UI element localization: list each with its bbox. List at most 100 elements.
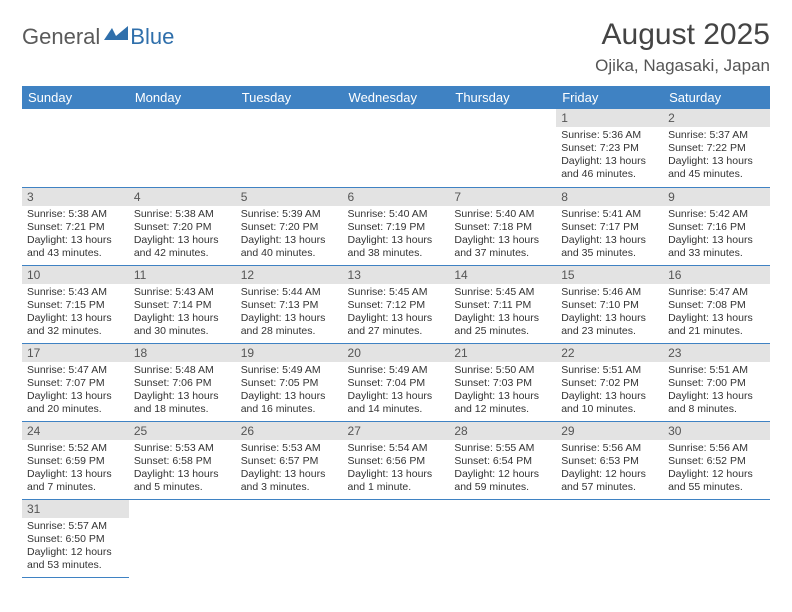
calendar-day-cell: 20Sunrise: 5:49 AMSunset: 7:04 PMDayligh… — [343, 343, 450, 421]
day-number: 2 — [663, 109, 770, 127]
calendar-week-row: 31Sunrise: 5:57 AMSunset: 6:50 PMDayligh… — [22, 499, 770, 577]
calendar-empty-cell — [343, 109, 450, 187]
calendar-day-cell: 27Sunrise: 5:54 AMSunset: 6:56 PMDayligh… — [343, 421, 450, 499]
calendar-day-cell: 11Sunrise: 5:43 AMSunset: 7:14 PMDayligh… — [129, 265, 236, 343]
calendar-day-cell: 31Sunrise: 5:57 AMSunset: 6:50 PMDayligh… — [22, 499, 129, 577]
day-info: Sunrise: 5:50 AMSunset: 7:03 PMDaylight:… — [449, 362, 556, 420]
calendar-day-cell: 28Sunrise: 5:55 AMSunset: 6:54 PMDayligh… — [449, 421, 556, 499]
day-number: 9 — [663, 188, 770, 206]
calendar-empty-cell — [129, 109, 236, 187]
calendar-empty-cell — [236, 499, 343, 577]
day-number: 29 — [556, 422, 663, 440]
day-info: Sunrise: 5:44 AMSunset: 7:13 PMDaylight:… — [236, 284, 343, 342]
logo: General Blue — [22, 24, 174, 50]
day-number: 20 — [343, 344, 450, 362]
day-info: Sunrise: 5:41 AMSunset: 7:17 PMDaylight:… — [556, 206, 663, 264]
day-info: Sunrise: 5:49 AMSunset: 7:04 PMDaylight:… — [343, 362, 450, 420]
calendar-day-cell: 10Sunrise: 5:43 AMSunset: 7:15 PMDayligh… — [22, 265, 129, 343]
day-number: 22 — [556, 344, 663, 362]
page-title: August 2025 — [595, 18, 770, 52]
calendar-day-cell: 16Sunrise: 5:47 AMSunset: 7:08 PMDayligh… — [663, 265, 770, 343]
calendar-day-cell: 22Sunrise: 5:51 AMSunset: 7:02 PMDayligh… — [556, 343, 663, 421]
calendar-day-cell: 18Sunrise: 5:48 AMSunset: 7:06 PMDayligh… — [129, 343, 236, 421]
day-info: Sunrise: 5:51 AMSunset: 7:00 PMDaylight:… — [663, 362, 770, 420]
day-number: 28 — [449, 422, 556, 440]
calendar-empty-cell — [556, 499, 663, 577]
day-number: 21 — [449, 344, 556, 362]
calendar-day-cell: 13Sunrise: 5:45 AMSunset: 7:12 PMDayligh… — [343, 265, 450, 343]
day-info: Sunrise: 5:43 AMSunset: 7:14 PMDaylight:… — [129, 284, 236, 342]
dow-header-wednesday: Wednesday — [343, 86, 450, 109]
calendar-day-cell: 19Sunrise: 5:49 AMSunset: 7:05 PMDayligh… — [236, 343, 343, 421]
calendar-day-cell: 26Sunrise: 5:53 AMSunset: 6:57 PMDayligh… — [236, 421, 343, 499]
day-number: 31 — [22, 500, 129, 518]
calendar-day-cell: 3Sunrise: 5:38 AMSunset: 7:21 PMDaylight… — [22, 187, 129, 265]
day-number: 1 — [556, 109, 663, 127]
calendar-week-row: 17Sunrise: 5:47 AMSunset: 7:07 PMDayligh… — [22, 343, 770, 421]
calendar-empty-cell — [449, 499, 556, 577]
header: General Blue August 2025 Ojika, Nagasaki… — [22, 18, 770, 76]
day-number: 24 — [22, 422, 129, 440]
day-number: 15 — [556, 266, 663, 284]
day-info: Sunrise: 5:46 AMSunset: 7:10 PMDaylight:… — [556, 284, 663, 342]
calendar-empty-cell — [236, 109, 343, 187]
day-info: Sunrise: 5:56 AMSunset: 6:53 PMDaylight:… — [556, 440, 663, 498]
calendar-day-cell: 29Sunrise: 5:56 AMSunset: 6:53 PMDayligh… — [556, 421, 663, 499]
day-info: Sunrise: 5:43 AMSunset: 7:15 PMDaylight:… — [22, 284, 129, 342]
calendar-week-row: 1Sunrise: 5:36 AMSunset: 7:23 PMDaylight… — [22, 109, 770, 187]
day-info: Sunrise: 5:36 AMSunset: 7:23 PMDaylight:… — [556, 127, 663, 185]
calendar-day-cell: 6Sunrise: 5:40 AMSunset: 7:19 PMDaylight… — [343, 187, 450, 265]
day-number: 11 — [129, 266, 236, 284]
calendar-empty-cell — [129, 499, 236, 577]
day-number: 6 — [343, 188, 450, 206]
day-info: Sunrise: 5:38 AMSunset: 7:20 PMDaylight:… — [129, 206, 236, 264]
location-label: Ojika, Nagasaki, Japan — [595, 56, 770, 76]
day-number: 17 — [22, 344, 129, 362]
calendar-day-cell: 17Sunrise: 5:47 AMSunset: 7:07 PMDayligh… — [22, 343, 129, 421]
logo-flag-icon — [104, 26, 128, 42]
day-number: 3 — [22, 188, 129, 206]
dow-header-friday: Friday — [556, 86, 663, 109]
calendar-day-cell: 30Sunrise: 5:56 AMSunset: 6:52 PMDayligh… — [663, 421, 770, 499]
day-number: 23 — [663, 344, 770, 362]
calendar-day-cell: 21Sunrise: 5:50 AMSunset: 7:03 PMDayligh… — [449, 343, 556, 421]
calendar-week-row: 3Sunrise: 5:38 AMSunset: 7:21 PMDaylight… — [22, 187, 770, 265]
calendar-empty-cell — [663, 499, 770, 577]
calendar-week-row: 24Sunrise: 5:52 AMSunset: 6:59 PMDayligh… — [22, 421, 770, 499]
day-number: 7 — [449, 188, 556, 206]
day-number: 27 — [343, 422, 450, 440]
dow-header-monday: Monday — [129, 86, 236, 109]
day-number: 5 — [236, 188, 343, 206]
logo-text-general: General — [22, 24, 100, 50]
day-info: Sunrise: 5:42 AMSunset: 7:16 PMDaylight:… — [663, 206, 770, 264]
day-number: 12 — [236, 266, 343, 284]
title-block: August 2025 Ojika, Nagasaki, Japan — [595, 18, 770, 76]
calendar-day-cell: 24Sunrise: 5:52 AMSunset: 6:59 PMDayligh… — [22, 421, 129, 499]
day-number: 19 — [236, 344, 343, 362]
calendar-empty-cell — [22, 109, 129, 187]
day-info: Sunrise: 5:54 AMSunset: 6:56 PMDaylight:… — [343, 440, 450, 498]
day-info: Sunrise: 5:53 AMSunset: 6:58 PMDaylight:… — [129, 440, 236, 498]
calendar-day-cell: 5Sunrise: 5:39 AMSunset: 7:20 PMDaylight… — [236, 187, 343, 265]
logo-text-blue: Blue — [130, 24, 174, 50]
day-info: Sunrise: 5:56 AMSunset: 6:52 PMDaylight:… — [663, 440, 770, 498]
day-number: 16 — [663, 266, 770, 284]
calendar-day-cell: 9Sunrise: 5:42 AMSunset: 7:16 PMDaylight… — [663, 187, 770, 265]
day-info: Sunrise: 5:40 AMSunset: 7:18 PMDaylight:… — [449, 206, 556, 264]
day-number: 26 — [236, 422, 343, 440]
calendar-day-cell: 1Sunrise: 5:36 AMSunset: 7:23 PMDaylight… — [556, 109, 663, 187]
day-info: Sunrise: 5:45 AMSunset: 7:12 PMDaylight:… — [343, 284, 450, 342]
day-number: 18 — [129, 344, 236, 362]
day-number: 30 — [663, 422, 770, 440]
calendar-week-row: 10Sunrise: 5:43 AMSunset: 7:15 PMDayligh… — [22, 265, 770, 343]
dow-header-tuesday: Tuesday — [236, 86, 343, 109]
dow-header-saturday: Saturday — [663, 86, 770, 109]
day-info: Sunrise: 5:45 AMSunset: 7:11 PMDaylight:… — [449, 284, 556, 342]
day-info: Sunrise: 5:47 AMSunset: 7:07 PMDaylight:… — [22, 362, 129, 420]
day-number: 10 — [22, 266, 129, 284]
calendar-day-cell: 8Sunrise: 5:41 AMSunset: 7:17 PMDaylight… — [556, 187, 663, 265]
calendar-day-cell: 23Sunrise: 5:51 AMSunset: 7:00 PMDayligh… — [663, 343, 770, 421]
calendar-table: SundayMondayTuesdayWednesdayThursdayFrid… — [22, 86, 770, 578]
day-info: Sunrise: 5:37 AMSunset: 7:22 PMDaylight:… — [663, 127, 770, 185]
day-info: Sunrise: 5:39 AMSunset: 7:20 PMDaylight:… — [236, 206, 343, 264]
